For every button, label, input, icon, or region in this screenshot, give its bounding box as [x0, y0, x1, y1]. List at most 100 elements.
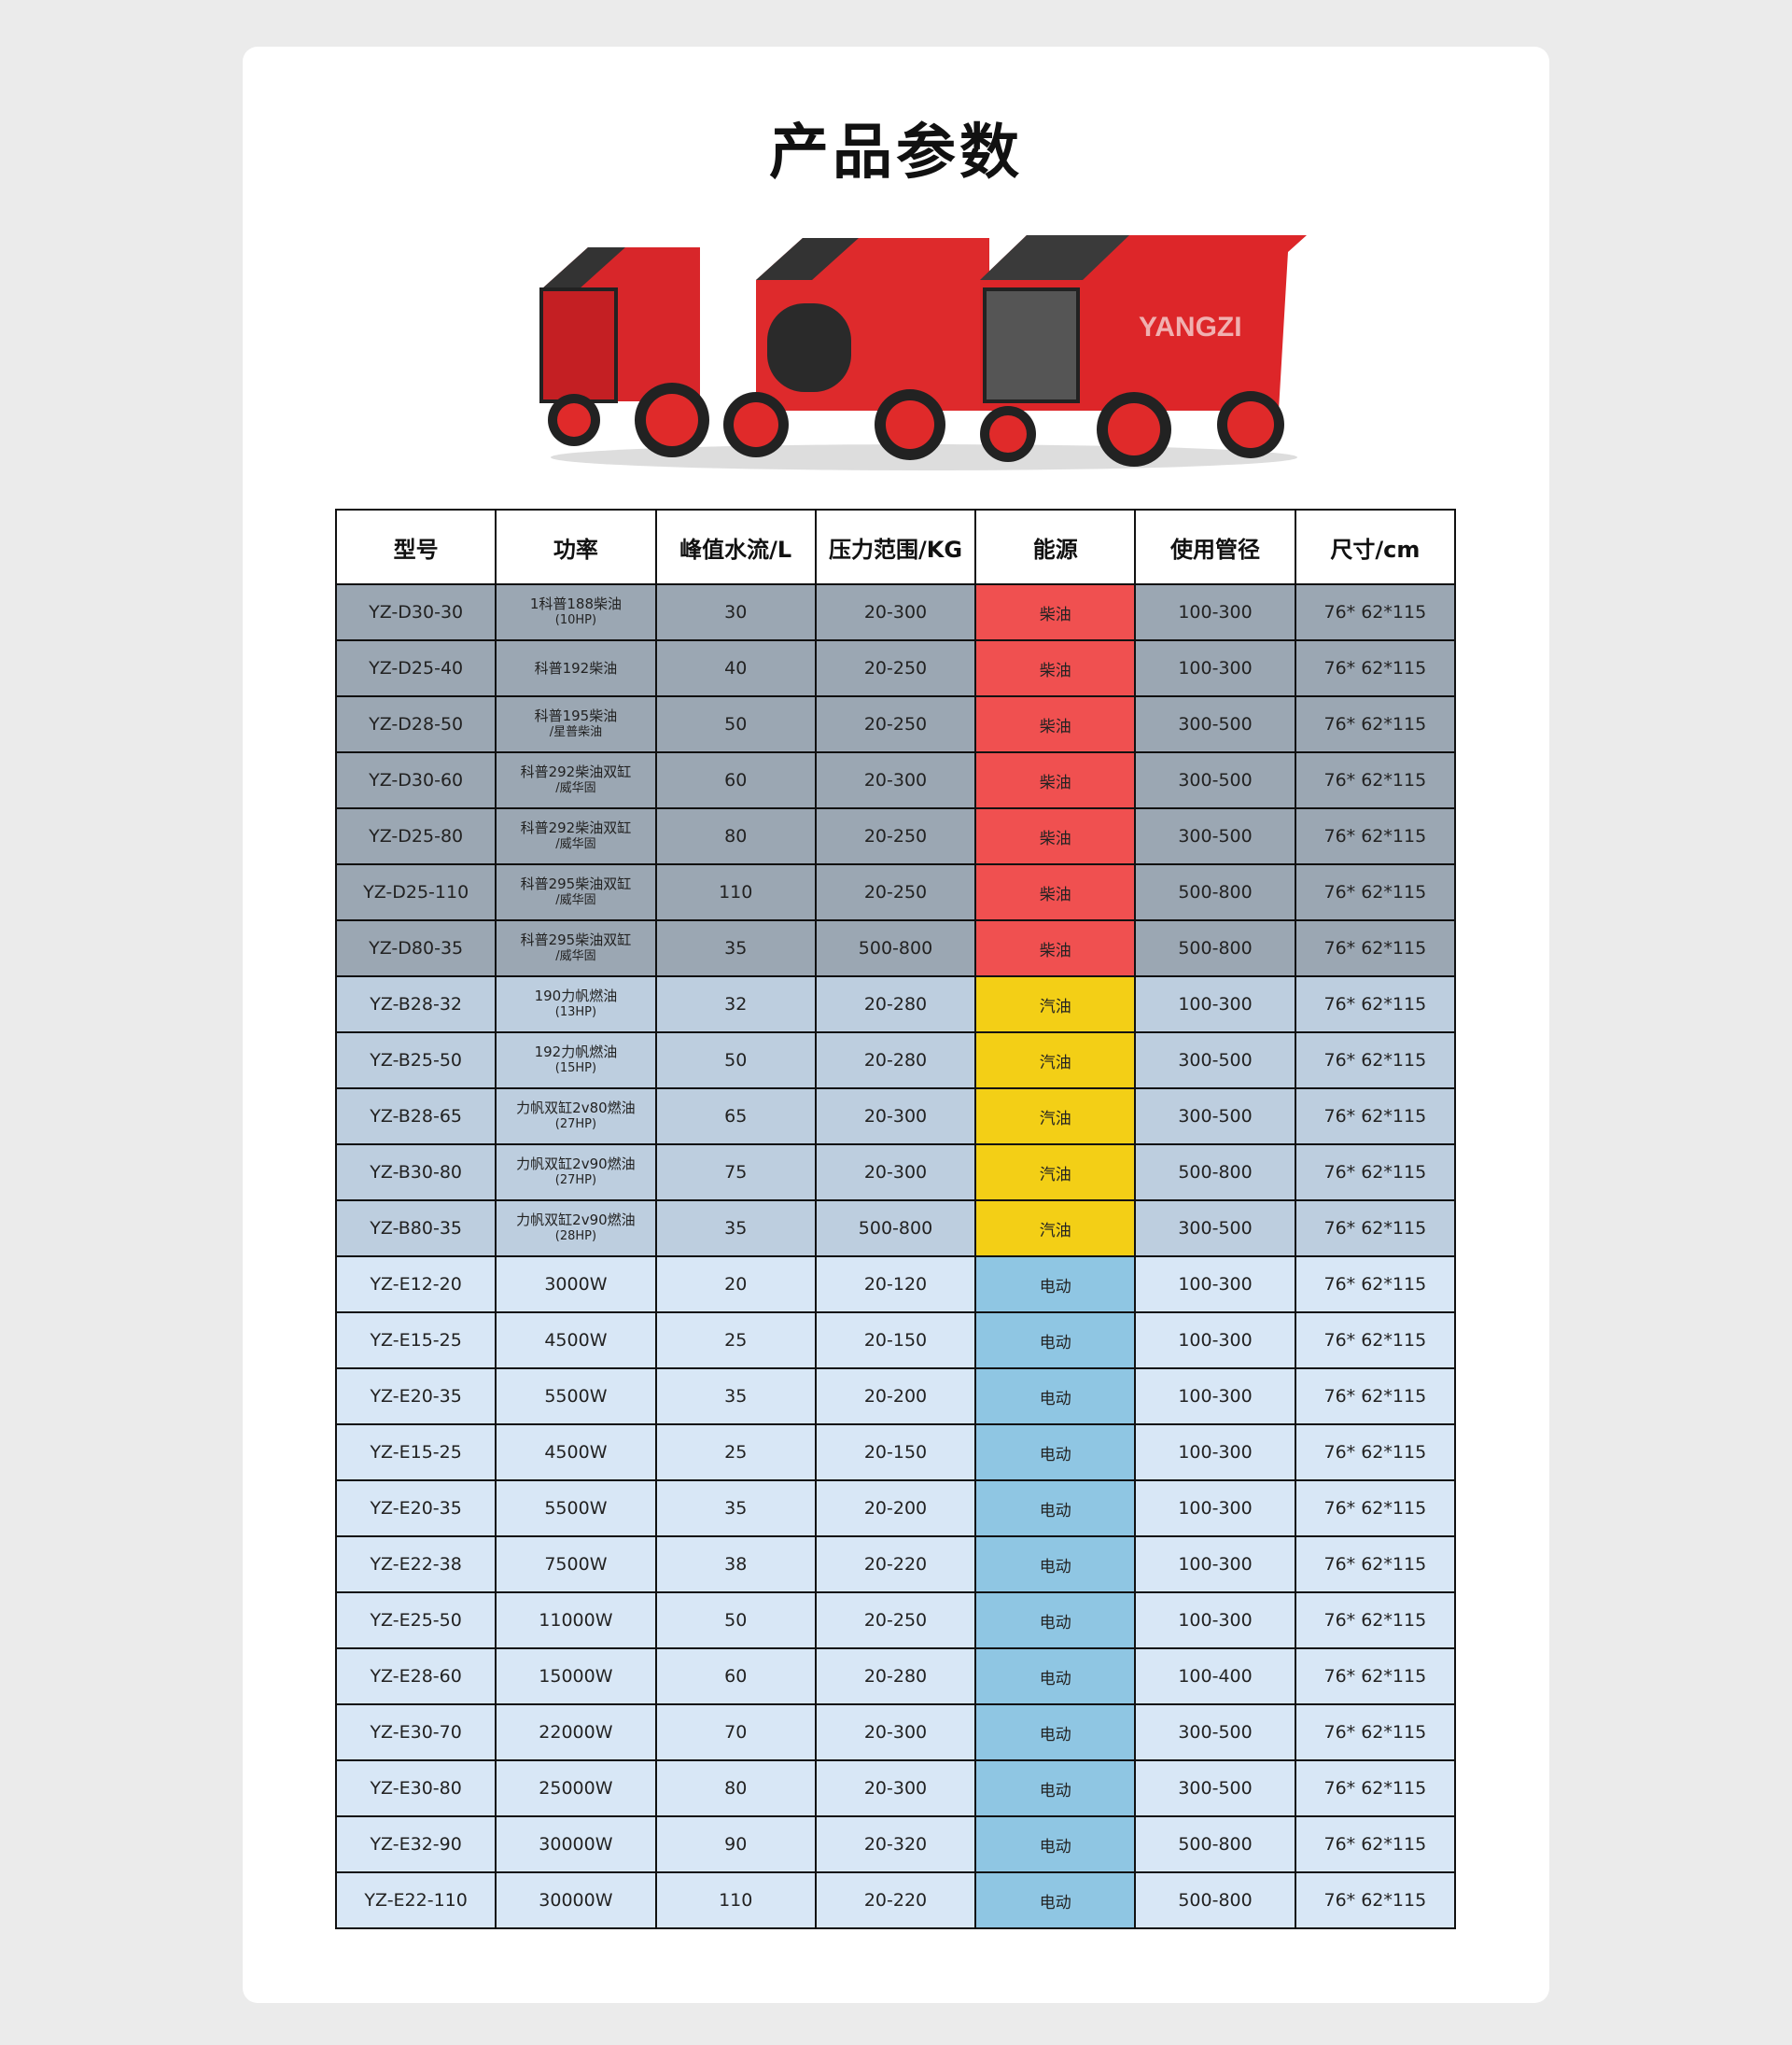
cell-pressure: 500-800: [814, 1199, 977, 1257]
cell-pipe-diameter: 300-500: [1134, 751, 1296, 809]
cell-power: 4500W: [495, 1423, 657, 1481]
cell-energy-source: 柴油: [974, 695, 1137, 753]
table-row: YZ-B30-80 力帆双缸2v90燃油 (27HP) 75 20-300 汽油 500-8…: [334, 1143, 1457, 1201]
header-size: 尺寸/cm: [1294, 509, 1457, 585]
power-sub: /星普柴油: [549, 725, 603, 739]
cell-model: YZ-D25-110: [334, 863, 497, 921]
cell-pressure: 20-280: [814, 975, 977, 1033]
cell-size: 76* 62*115: [1294, 1871, 1457, 1929]
cell-size: 76* 62*115: [1294, 1591, 1457, 1649]
power-main: 力帆双缸2v90燃油: [516, 1212, 636, 1228]
cell-pipe-diameter: 100-300: [1134, 1311, 1296, 1369]
power-sub: /威华固: [555, 893, 596, 907]
table-row: YZ-D80-35 科普295柴油双缸/威华固 35 500-800 柴油 500-800…: [334, 919, 1457, 977]
power-main: 3000W: [544, 1274, 608, 1295]
cell-power: 15000W: [495, 1647, 657, 1705]
cell-model: YZ-D28-50: [334, 695, 497, 753]
cell-power: 力帆双缸2v90燃油 (27HP): [495, 1143, 657, 1201]
cell-size: 76* 62*115: [1294, 975, 1457, 1033]
cell-power: 科普292柴油双缸/威华固: [495, 751, 657, 809]
cell-flow: 60: [654, 1647, 817, 1705]
cell-energy-source: 电动: [974, 1367, 1137, 1425]
table-row: YZ-B25-50 192力帆燃油 (15HP) 50 20-280 汽油 300-500 7…: [334, 1031, 1457, 1089]
cell-pipe-diameter: 100-300: [1134, 1591, 1296, 1649]
cell-power: 190力帆燃油 (13HP): [495, 975, 657, 1033]
cell-pressure: 20-200: [814, 1367, 977, 1425]
power-main: 30000W: [539, 1890, 613, 1911]
cell-energy-source: 电动: [974, 1311, 1137, 1369]
page-title: 产品参数: [769, 119, 1023, 188]
table-row: YZ-D30-60 科普292柴油双缸/威华固 60 20-300 柴油 300-500 7…: [334, 751, 1457, 809]
cell-model: YZ-E20-35: [334, 1479, 497, 1537]
cell-energy-source: 汽油: [974, 1199, 1137, 1257]
table-header-row: 型号 功率 峰值水流/L 压力范围/KG 能源 使用管径 尺寸/cm: [334, 509, 1457, 585]
cell-pressure: 20-150: [814, 1311, 977, 1369]
cell-energy-source: 柴油: [974, 919, 1137, 977]
cell-pipe-diameter: 300-500: [1134, 1031, 1296, 1089]
power-sub: /威华固: [555, 781, 596, 795]
cell-pressure: 20-220: [814, 1871, 977, 1929]
cell-power: 22000W: [495, 1703, 657, 1761]
cell-pipe-diameter: 100-300: [1134, 1479, 1296, 1537]
machine-left: [539, 247, 709, 457]
cell-power: 4500W: [495, 1311, 657, 1369]
cell-power: 7500W: [495, 1535, 657, 1593]
cell-flow: 40: [654, 639, 817, 697]
cell-flow: 110: [654, 1871, 817, 1929]
cell-energy-source: 电动: [974, 1647, 1137, 1705]
power-main: 7500W: [544, 1554, 608, 1575]
table-row: YZ-E32-90 30000W 90 20-320 电动 500-800 76* 62*1…: [334, 1815, 1457, 1873]
cell-flow: 70: [654, 1703, 817, 1761]
power-main: 192力帆燃油: [534, 1044, 618, 1060]
cell-flow: 35: [654, 919, 817, 977]
cell-energy-source: 柴油: [974, 863, 1137, 921]
power-sub: (28HP): [554, 1229, 597, 1243]
cell-pressure: 20-300: [814, 1143, 977, 1201]
power-sub: (27HP): [554, 1117, 597, 1131]
cell-model: YZ-D30-30: [334, 583, 497, 641]
header-power: 功率: [495, 509, 657, 585]
cell-model: YZ-B25-50: [334, 1031, 497, 1089]
power-main: 4500W: [544, 1442, 608, 1463]
power-main: 科普295柴油双缸: [520, 875, 632, 892]
cell-flow: 50: [654, 695, 817, 753]
cell-model: YZ-E20-35: [334, 1367, 497, 1425]
cell-size: 76* 62*115: [1294, 1311, 1457, 1369]
cell-power: 科普292柴油双缸/威华固: [495, 807, 657, 865]
cell-model: YZ-D80-35: [334, 919, 497, 977]
power-sub: (10HP): [554, 613, 597, 627]
cell-energy-source: 电动: [974, 1815, 1137, 1873]
table-row: YZ-D25-110 科普295柴油双缸/威华固 110 20-250 柴油 500-80…: [334, 863, 1457, 921]
power-main: 15000W: [539, 1666, 613, 1687]
cell-model: YZ-E30-70: [334, 1703, 497, 1761]
table-row: YZ-E22-38 7500W 38 20-220 电动 100-300 76* 62*11…: [334, 1535, 1457, 1593]
cell-flow: 110: [654, 863, 817, 921]
cell-model: YZ-D25-40: [334, 639, 497, 697]
table-row: YZ-E25-50 11000W 50 20-250 电动 100-300 76* 62*1…: [334, 1591, 1457, 1649]
cell-size: 76* 62*115: [1294, 1815, 1457, 1873]
power-sub: (13HP): [554, 1005, 597, 1019]
cell-power: 11000W: [495, 1591, 657, 1649]
power-sub: (15HP): [554, 1061, 597, 1075]
cell-model: YZ-E25-50: [334, 1591, 497, 1649]
cell-energy-source: 电动: [974, 1871, 1137, 1929]
cell-power: 力帆双缸2v90燃油 (28HP): [495, 1199, 657, 1257]
cell-size: 76* 62*115: [1294, 751, 1457, 809]
machine-right: YANGZI: [980, 235, 1307, 467]
cell-pipe-diameter: 100-300: [1134, 1367, 1296, 1425]
cell-pipe-diameter: 500-800: [1134, 919, 1296, 977]
cell-pressure: 20-300: [814, 1087, 977, 1145]
power-main: 30000W: [539, 1834, 613, 1855]
machine-middle: [723, 238, 989, 460]
cell-pipe-diameter: 500-800: [1134, 1871, 1296, 1929]
cell-size: 76* 62*115: [1294, 1031, 1457, 1089]
cell-flow: 32: [654, 975, 817, 1033]
cell-pressure: 20-200: [814, 1479, 977, 1537]
cell-pressure: 20-250: [814, 639, 977, 697]
header-pipe: 使用管径: [1134, 509, 1296, 585]
cell-energy-source: 电动: [974, 1255, 1137, 1313]
cell-power: 5500W: [495, 1367, 657, 1425]
cell-size: 76* 62*115: [1294, 807, 1457, 865]
cell-size: 76* 62*115: [1294, 1367, 1457, 1425]
cell-pressure: 20-300: [814, 1759, 977, 1817]
